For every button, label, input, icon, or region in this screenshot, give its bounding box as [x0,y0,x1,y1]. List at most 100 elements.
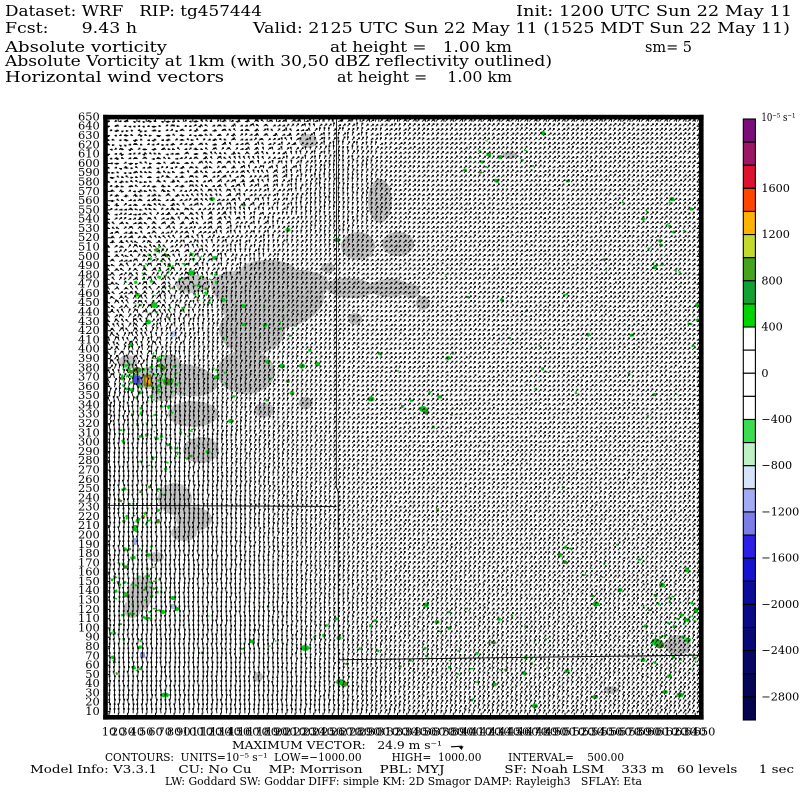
colorbar-cell [742,534,756,559]
x-axis-tick-label: 370 [433,725,455,739]
x-axis-tick-label: 630 [675,725,697,739]
y-axis-tick-label: 320 [78,416,100,430]
y-axis-tick-label: 420 [78,323,100,337]
y-axis-tick-label: 30 [85,685,100,699]
x-axis-tick-label: 270 [340,725,362,739]
x-axis-tick-label: 380 [442,725,464,739]
y-axis-tick-label: 450 [78,295,100,309]
y-axis-tick-label: 70 [85,648,100,662]
x-axis-tick-label: 240 [312,725,334,739]
colorbar-tick-label: −400 [761,413,792,426]
x-axis-tick-label: 590 [638,725,660,739]
field1-height-label: at height = 1.00 km [330,39,512,56]
y-axis-tick-label: 160 [78,565,100,579]
x-axis-tick-label: 40 [130,725,145,739]
y-axis-tick-label: 260 [78,472,100,486]
x-axis-tick-label: 140 [219,725,241,739]
y-axis-tick-label: 270 [78,463,100,477]
model-info-label: Model Info: V3.3.1 CU: No Cu MP: Morriso… [30,763,794,776]
x-axis-tick-label: 150 [228,725,250,739]
colorbar-cell [742,696,756,721]
plot-title-label: Absolute Vorticity at 1km (with 30,50 dB… [4,53,552,70]
x-axis-tick-label: 560 [610,725,632,739]
y-axis-tick-label: 130 [78,593,100,607]
colorbar-cell [742,257,756,282]
x-axis-tick-label: 520 [573,725,595,739]
x-axis-tick-label: 320 [387,725,409,739]
y-axis-tick-label: 310 [78,425,100,439]
colorbar-cell [742,418,756,444]
x-axis-tick-label: 200 [275,725,297,739]
y-axis-tick-label: 150 [78,574,100,588]
x-axis-tick-label: 430 [489,725,511,739]
colorbar-tick-label: −1200 [761,506,799,519]
y-axis-tick-label: 590 [78,165,100,179]
colorbar-cell [742,187,756,212]
x-axis-tick-label: 600 [647,725,669,739]
x-axis-tick-label: 110 [191,725,213,739]
y-axis-tick-label: 250 [78,481,100,495]
x-axis-tick-label: 500 [554,725,576,739]
colorbar-cell [742,372,756,397]
y-axis-tick-label: 230 [78,500,100,514]
x-axis-tick-label: 220 [294,725,316,739]
y-axis-tick-label: 560 [78,193,100,207]
init-time-label: Init: 1200 UTC Sun 22 May 11 [516,3,792,20]
colorbar-cell [742,442,756,467]
colorbar-tick-label: 0 [761,367,768,380]
wind-vector-heads [106,117,701,712]
y-axis-tick-label: 500 [78,249,100,263]
colorbar-tick-label: 1200 [761,228,789,241]
forecast-hour-label: Fcst: 9.43 h [5,20,137,37]
x-axis-tick-label: 90 [176,725,191,739]
colorbar-cell [742,395,756,421]
x-axis-tick-label: 640 [684,725,706,739]
colorbar-cell [742,303,756,328]
y-axis-tick-label: 100 [78,620,100,634]
x-axis-tick-label: 420 [480,725,502,739]
y-axis-tick-label: 530 [78,221,100,235]
x-axis-tick-label: 620 [666,725,688,739]
y-axis-tick-label: 20 [85,695,100,709]
max-vector-arrow-head [459,746,464,750]
x-axis-tick-label: 410 [470,725,492,739]
field2-height-label: at height = 1.00 km [337,69,512,86]
x-axis-tick-label: 290 [359,725,381,739]
colorbar-cell [742,326,756,351]
x-axis-tick-label: 20 [111,725,126,739]
colorbar-tick-label: −2400 [761,644,799,657]
colorbar-tick-label: −800 [761,459,792,472]
colorbar-tick-label: −2800 [761,690,799,703]
x-axis-tick-label: 60 [148,725,163,739]
y-axis-tick-label: 10 [85,704,100,718]
x-axis-tick-label: 530 [582,725,604,739]
colorbar-cell [742,488,756,513]
y-axis-tick-label: 90 [85,630,100,644]
x-axis-tick-label: 340 [405,725,427,739]
y-axis-tick-label: 430 [78,314,100,328]
y-axis-tick-label: 360 [78,379,100,393]
x-axis-tick-label: 10 [102,725,117,739]
colorbar-tick-label: 400 [761,321,782,334]
y-axis-tick-label: 190 [78,537,100,551]
colorbar-cell [742,626,756,652]
dataset-rip-label: Dataset: WRF RIP: tg457444 [5,3,262,20]
x-axis-tick-label: 450 [508,725,530,739]
valid-time-label: Valid: 2125 UTC Sun 22 May 11 (1525 MDT … [252,20,790,37]
x-axis-tick-label: 310 [377,725,399,739]
axis-ticks [107,119,699,715]
x-axis-labels: 1020304050607080901001101201301401501601… [102,725,716,739]
colorbar-cell [742,141,756,166]
y-axis-tick-label: 610 [78,147,100,161]
y-axis-tick-label: 550 [78,202,100,216]
y-axis-tick-label: 370 [78,370,100,384]
contours-info-label: CONTOURS: UNITS=10⁻⁵ s⁻¹ LOW=−1000.00 HI… [105,751,624,764]
colorbar: 10⁻⁵ s⁻¹ 1600 1200 800 400 0 −400 −800 −1200 −160… [742,111,799,721]
y-axis-tick-label: 340 [78,397,100,411]
y-axis-tick-label: 110 [78,611,100,625]
x-axis-tick-label: 250 [321,725,343,739]
y-axis-tick-label: 200 [78,528,100,542]
y-axis-tick-label: 220 [78,509,100,523]
x-axis-tick-label: 610 [656,725,678,739]
